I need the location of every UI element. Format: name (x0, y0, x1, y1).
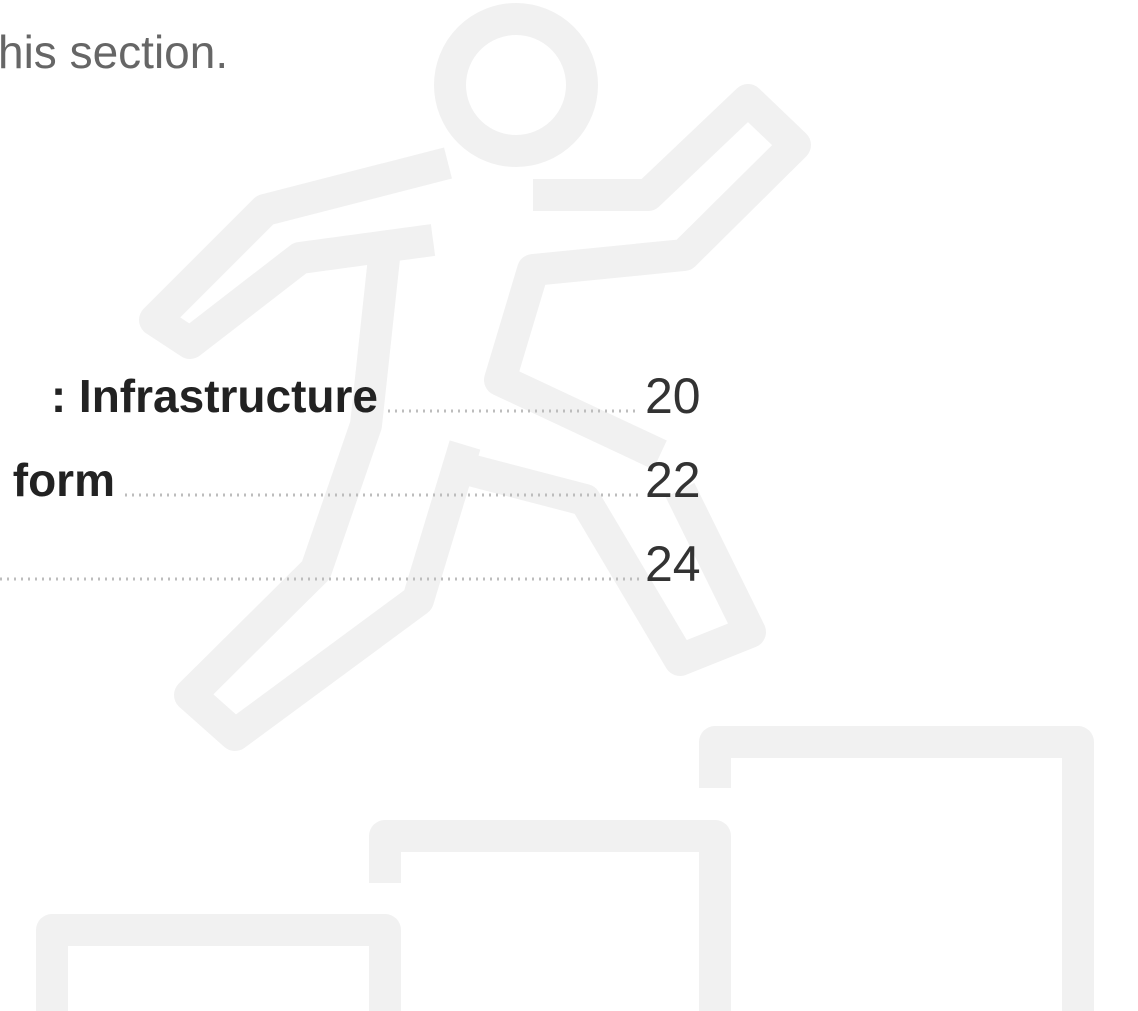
step-3 (715, 742, 1078, 1011)
figure-head (450, 19, 582, 151)
page: {"intro": "his section.", "toc": [ {"tit… (0, 0, 1138, 1011)
step-1 (52, 930, 385, 1011)
toc-page-number: 24 (645, 536, 701, 592)
toc-page-number: 22 (645, 452, 701, 508)
running-figure-illustration (52, 19, 1078, 1011)
toc-entry-title: : Infrastructure (51, 370, 378, 422)
intro-text: his section. (0, 26, 228, 78)
document-page: his section. : Infrastructure 20 form 22 24 (0, 0, 1138, 1011)
step-2 (385, 836, 715, 1011)
figure-front-leg (470, 470, 750, 660)
figure-rear-arm (155, 163, 448, 343)
toc-entry-title: form (13, 454, 115, 506)
toc-page-number: 20 (645, 368, 701, 424)
